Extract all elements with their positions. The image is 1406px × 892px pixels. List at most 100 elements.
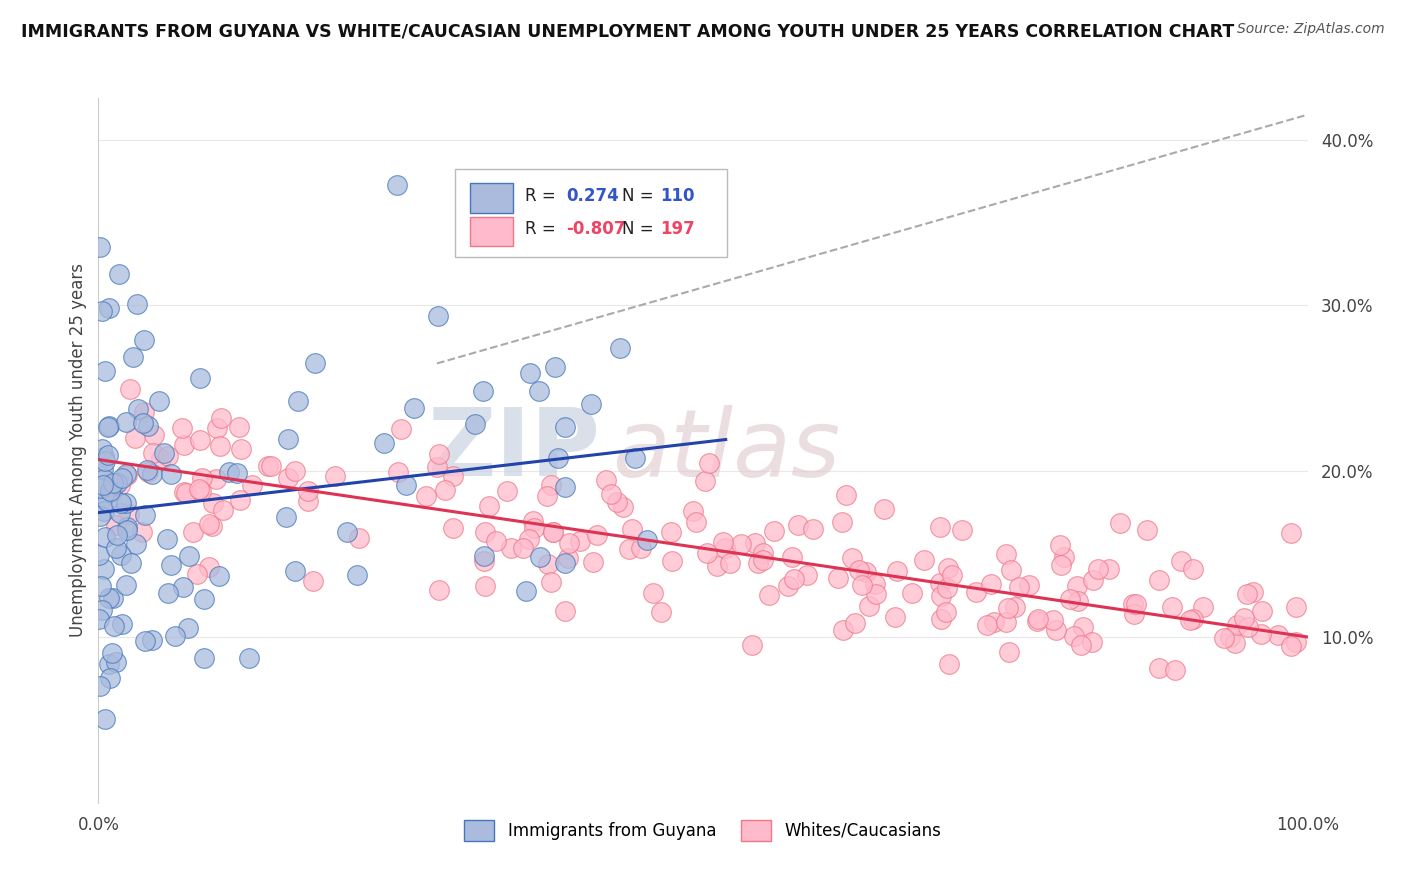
Point bbox=[650, 605, 672, 619]
Text: 110: 110 bbox=[661, 187, 695, 205]
Point bbox=[218, 466, 240, 480]
Point bbox=[90, 304, 112, 318]
Point bbox=[427, 582, 450, 597]
Point bbox=[93, 450, 115, 464]
Text: atlas: atlas bbox=[613, 405, 841, 496]
Point bbox=[125, 297, 148, 311]
Y-axis label: Unemployment Among Youth under 25 years: Unemployment Among Youth under 25 years bbox=[69, 263, 87, 638]
Point bbox=[1018, 578, 1040, 592]
Point bbox=[758, 588, 780, 602]
Point bbox=[474, 525, 496, 540]
Point bbox=[297, 494, 319, 508]
Point bbox=[188, 434, 211, 448]
Point bbox=[91, 442, 114, 456]
Point bbox=[741, 638, 763, 652]
Point bbox=[527, 384, 550, 398]
Point bbox=[1004, 599, 1026, 614]
Point bbox=[776, 579, 799, 593]
Point bbox=[1163, 664, 1185, 678]
Point bbox=[541, 524, 564, 539]
Point bbox=[936, 581, 959, 595]
Point bbox=[181, 524, 204, 539]
Point bbox=[238, 651, 260, 665]
Point bbox=[107, 527, 129, 541]
Point bbox=[661, 554, 683, 568]
Point bbox=[606, 495, 628, 509]
Point bbox=[93, 562, 115, 576]
Point bbox=[796, 568, 818, 582]
Point bbox=[104, 655, 127, 669]
Point bbox=[89, 612, 111, 626]
Point bbox=[1045, 624, 1067, 638]
Point bbox=[100, 647, 122, 661]
Text: IMMIGRANTS FROM GUYANA VS WHITE/CAUCASIAN UNEMPLOYMENT AMONG YOUTH UNDER 25 YEAR: IMMIGRANTS FROM GUYANA VS WHITE/CAUCASIA… bbox=[21, 22, 1234, 40]
Point bbox=[260, 458, 283, 473]
Point bbox=[287, 393, 309, 408]
Point bbox=[115, 467, 138, 481]
Point bbox=[101, 591, 124, 606]
Point bbox=[404, 401, 426, 416]
Point bbox=[929, 612, 952, 626]
Point bbox=[228, 420, 250, 434]
Point bbox=[540, 478, 562, 492]
Point bbox=[496, 483, 519, 498]
Point bbox=[429, 447, 451, 461]
Point bbox=[801, 522, 824, 536]
Point bbox=[87, 548, 110, 562]
Point bbox=[858, 599, 880, 613]
Point bbox=[110, 478, 132, 492]
Point bbox=[1250, 627, 1272, 641]
Point bbox=[1026, 614, 1049, 628]
Point bbox=[90, 579, 112, 593]
Point bbox=[97, 448, 120, 462]
Point bbox=[659, 524, 682, 539]
Point bbox=[229, 492, 252, 507]
Point bbox=[543, 524, 565, 539]
Point bbox=[1236, 587, 1258, 601]
Text: N =: N = bbox=[621, 187, 659, 205]
Point bbox=[935, 605, 957, 619]
Point bbox=[786, 517, 808, 532]
Point bbox=[711, 534, 734, 549]
Point bbox=[101, 485, 124, 500]
Point bbox=[537, 558, 560, 572]
Point bbox=[302, 574, 325, 588]
Point bbox=[682, 504, 704, 518]
Point bbox=[485, 533, 508, 548]
Point bbox=[205, 472, 228, 486]
Point bbox=[134, 634, 156, 648]
Point bbox=[103, 475, 125, 490]
Point bbox=[115, 523, 138, 537]
Point bbox=[582, 555, 605, 569]
Point bbox=[1241, 584, 1264, 599]
Point bbox=[693, 474, 716, 488]
Point bbox=[240, 478, 263, 492]
Point bbox=[415, 489, 437, 503]
Point bbox=[472, 384, 495, 398]
Point bbox=[104, 541, 127, 555]
Point bbox=[304, 355, 326, 369]
Point bbox=[188, 370, 211, 384]
Point bbox=[517, 532, 540, 546]
Point bbox=[172, 580, 194, 594]
Point bbox=[93, 473, 115, 487]
Point bbox=[1149, 573, 1171, 587]
Point bbox=[115, 578, 138, 592]
Point bbox=[557, 551, 579, 566]
Point bbox=[998, 645, 1021, 659]
Point bbox=[609, 341, 631, 355]
Point bbox=[873, 501, 896, 516]
Point bbox=[1284, 600, 1306, 615]
Point bbox=[1026, 612, 1049, 626]
Point bbox=[995, 547, 1018, 561]
Point bbox=[983, 615, 1005, 629]
Point bbox=[115, 468, 138, 483]
Point bbox=[1212, 631, 1234, 645]
Point bbox=[373, 435, 395, 450]
Point bbox=[149, 451, 172, 466]
Point bbox=[105, 475, 128, 490]
Point bbox=[387, 465, 409, 479]
Point bbox=[89, 679, 111, 693]
Point bbox=[395, 477, 418, 491]
Point bbox=[1042, 613, 1064, 627]
